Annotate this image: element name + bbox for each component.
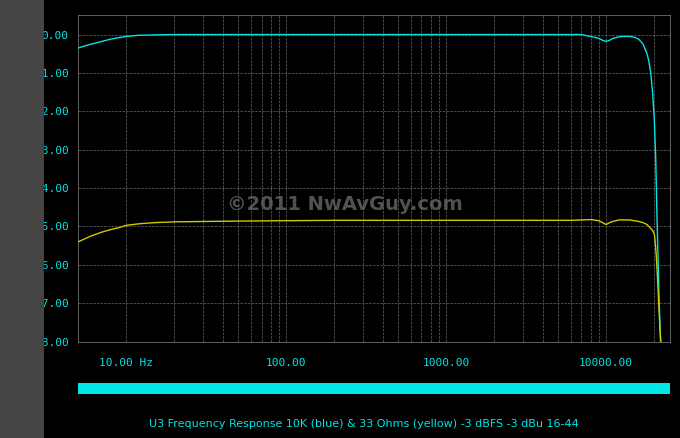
Text: 1000.00: 1000.00 <box>422 358 470 368</box>
Text: 10.00 Hz: 10.00 Hz <box>99 358 154 368</box>
Text: U3 Frequency Response 10K (blue) & 33 Ohms (yellow) -3 dBFS -3 dBu 16-44: U3 Frequency Response 10K (blue) & 33 Oh… <box>149 419 579 429</box>
Text: 100.00: 100.00 <box>266 358 307 368</box>
Text: 10000.00: 10000.00 <box>579 358 633 368</box>
Y-axis label: dBr: dBr <box>16 167 29 190</box>
Text: ©2011 NwAvGuy.com: ©2011 NwAvGuy.com <box>226 195 462 214</box>
